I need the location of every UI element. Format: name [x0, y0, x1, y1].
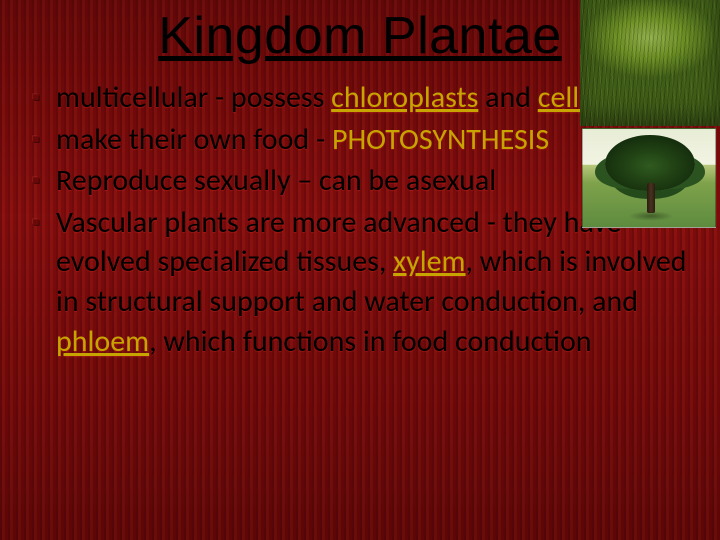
- slide-kingdom-plantae: Kingdom Plantae multicellular - possess …: [0, 0, 720, 540]
- text-run: make their own food -: [56, 121, 332, 158]
- text-run: Reproduce sexually – can be asexual: [56, 162, 496, 199]
- tree-photo-icon: [582, 128, 716, 228]
- hl-xylem: xylem: [393, 243, 465, 280]
- hl-chloroplasts: chloroplasts: [331, 79, 478, 116]
- hl-photosynthesis: PHOTOSYNTHESIS: [332, 121, 549, 158]
- image-stack: [580, 0, 720, 230]
- text-run: and: [478, 79, 537, 116]
- hl-phloem: phloem: [56, 323, 149, 360]
- tree-shadow-shape: [619, 209, 683, 223]
- text-run: , which functions in food conduction: [149, 323, 591, 360]
- text-run: multicellular - possess: [56, 79, 331, 116]
- moss-photo-icon: [580, 0, 720, 126]
